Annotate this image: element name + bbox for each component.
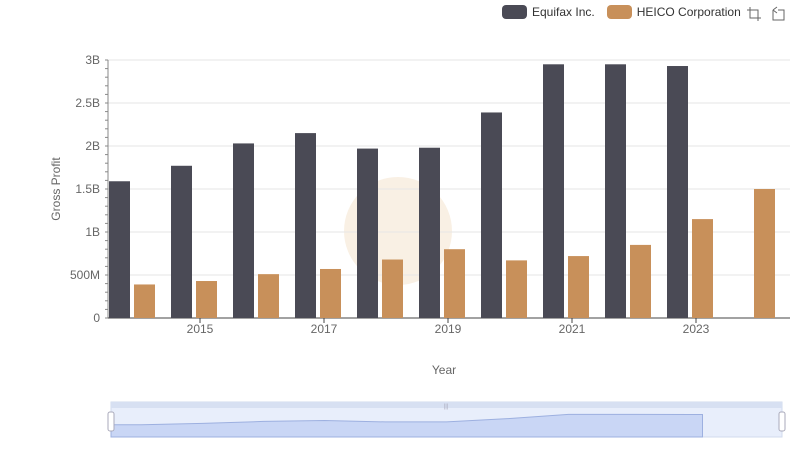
x-tick-label: 2015 bbox=[187, 322, 214, 336]
bar-equifax-2023 bbox=[667, 66, 688, 319]
bar-heico-2018 bbox=[382, 259, 403, 318]
y-tick-label: 1.5B bbox=[75, 182, 100, 196]
legend-label-heico: HEICO Corporation bbox=[636, 5, 741, 19]
y-tick-label: 3B bbox=[85, 53, 100, 67]
bar-heico-2015 bbox=[196, 281, 217, 318]
bar-heico-2020 bbox=[506, 260, 527, 318]
y-tick-label: 2B bbox=[85, 139, 100, 153]
legend-label-equifax: Equifax Inc. bbox=[532, 5, 595, 19]
datazoom-handle-right[interactable] bbox=[778, 411, 786, 432]
x-tick-label: 2021 bbox=[559, 322, 586, 336]
bar-heico-2019 bbox=[444, 249, 465, 318]
bar-equifax-2017 bbox=[295, 133, 316, 318]
x-axis-title: Year bbox=[432, 363, 456, 377]
bar-heico-2022 bbox=[630, 244, 651, 318]
chart-legend: Equifax Inc. HEICO Corporation bbox=[502, 4, 753, 20]
x-tick-label: 2017 bbox=[311, 322, 338, 336]
zoom-icon[interactable] bbox=[746, 6, 762, 22]
legend-item-equifax[interactable]: Equifax Inc. bbox=[502, 5, 595, 19]
x-tick-label: 2023 bbox=[683, 322, 710, 336]
bar-heico-2023 bbox=[692, 219, 713, 318]
restore-icon[interactable] bbox=[770, 6, 786, 22]
legend-item-heico[interactable]: HEICO Corporation bbox=[606, 5, 741, 19]
chart-toolbox bbox=[746, 6, 794, 22]
bar-equifax-2022 bbox=[605, 64, 626, 318]
y-tick-label: 1B bbox=[85, 225, 100, 239]
bar-equifax-2021 bbox=[543, 64, 564, 318]
bar-equifax-2018 bbox=[357, 148, 378, 318]
datazoom-handle-left[interactable] bbox=[107, 411, 115, 432]
bar-equifax-2014 bbox=[109, 181, 130, 318]
x-tick-label: 2019 bbox=[435, 322, 462, 336]
datazoom-preview-area bbox=[110, 413, 703, 438]
datazoom-grip: ||| bbox=[444, 404, 449, 410]
datazoom-top-bar bbox=[111, 402, 782, 408]
y-tick-label: 0 bbox=[93, 311, 100, 325]
bar-heico-2024 bbox=[754, 189, 775, 318]
y-tick-label: 500M bbox=[70, 268, 100, 282]
y-axis-title: Gross Profit bbox=[49, 157, 63, 221]
bar-heico-2014 bbox=[134, 284, 155, 318]
bar-equifax-2016 bbox=[233, 143, 254, 318]
bar-heico-2021 bbox=[568, 256, 589, 318]
legend-swatch-equifax bbox=[502, 5, 527, 19]
bar-heico-2017 bbox=[320, 268, 341, 318]
bar-equifax-2020 bbox=[481, 112, 502, 319]
legend-swatch-heico bbox=[606, 5, 632, 19]
bar-equifax-2019 bbox=[419, 147, 440, 318]
bar-heico-2016 bbox=[258, 274, 279, 318]
y-tick-label: 2.5B bbox=[75, 96, 100, 110]
bar-equifax-2015 bbox=[171, 165, 192, 318]
